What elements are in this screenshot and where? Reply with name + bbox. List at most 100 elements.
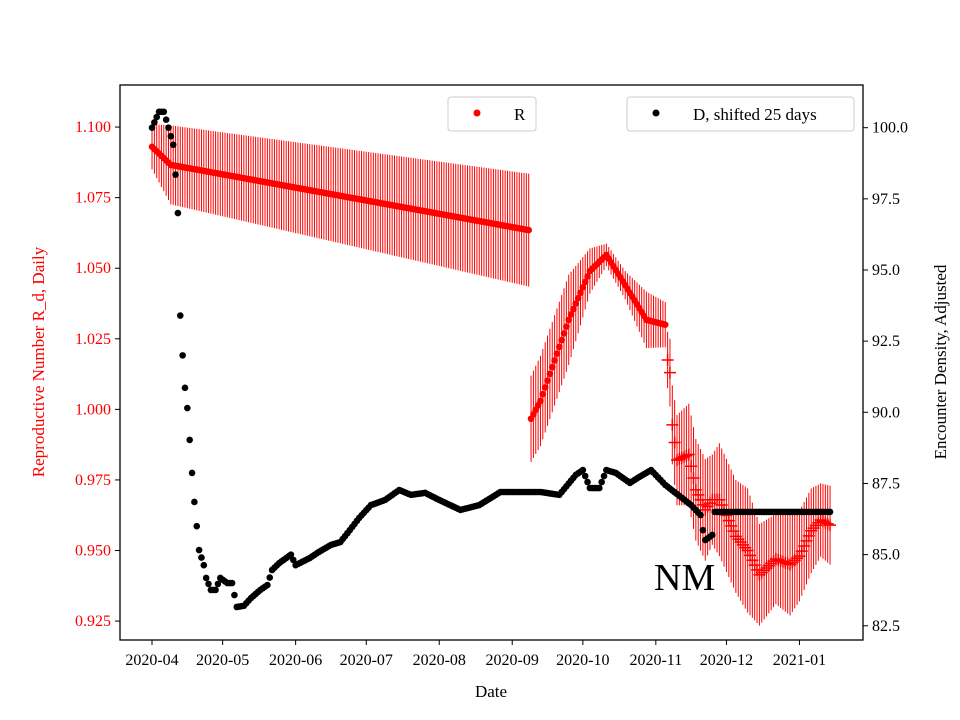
r-point-plus bbox=[713, 493, 726, 506]
d-point bbox=[264, 581, 271, 589]
x-tick-label: 2021-01 bbox=[773, 652, 826, 669]
r-series bbox=[148, 143, 837, 581]
d-point bbox=[596, 484, 603, 492]
x-tick-label: 2020-09 bbox=[486, 652, 539, 669]
r-point bbox=[560, 330, 568, 337]
r-point-plus bbox=[802, 529, 815, 542]
d-point bbox=[162, 116, 170, 124]
r-point bbox=[574, 294, 582, 302]
d-point bbox=[228, 579, 236, 587]
x-axis-label: Date bbox=[475, 682, 507, 701]
legend-d-label: D, shifted 25 days bbox=[693, 105, 817, 124]
r-point-plus bbox=[680, 449, 693, 462]
r-point-plus bbox=[692, 488, 705, 501]
r-error-bars bbox=[151, 124, 831, 626]
d-point bbox=[266, 574, 274, 581]
left-tick-label: 1.025 bbox=[75, 331, 111, 348]
left-axis-label: Reproductive Number R_d, Daily bbox=[29, 246, 48, 477]
r-point-plus bbox=[727, 525, 740, 538]
right-tick-label: 97.5 bbox=[872, 191, 900, 208]
d-point bbox=[709, 531, 716, 539]
d-point bbox=[697, 511, 704, 519]
d-series bbox=[148, 108, 834, 611]
r-point bbox=[548, 363, 556, 371]
r-point-plus bbox=[682, 448, 695, 461]
r-point-plus bbox=[748, 559, 761, 572]
r-point-plus bbox=[668, 436, 681, 449]
d-point bbox=[195, 546, 203, 554]
r-point-plus bbox=[661, 353, 674, 366]
r-point-plus bbox=[791, 552, 804, 565]
d-point bbox=[699, 526, 707, 534]
r-point bbox=[570, 305, 577, 313]
d-point bbox=[581, 472, 589, 480]
r-point bbox=[553, 350, 561, 357]
r-point-plus bbox=[746, 554, 759, 567]
r-point bbox=[541, 384, 549, 391]
d-point bbox=[167, 132, 175, 140]
r-point-plus bbox=[795, 545, 808, 558]
r-point bbox=[537, 397, 544, 405]
d-point bbox=[826, 508, 834, 516]
d-point bbox=[188, 469, 196, 477]
right-tick-label: 87.5 bbox=[872, 475, 900, 492]
r-point-plus bbox=[685, 460, 698, 473]
d-point bbox=[169, 141, 177, 149]
d-point bbox=[151, 119, 158, 126]
left-axis-ticks: 0.925 0.950 0.975 1.000 1.025 1.050 1.075 1.100 bbox=[75, 119, 120, 630]
d-point bbox=[202, 574, 210, 582]
d-point bbox=[172, 171, 179, 178]
left-tick-label: 0.975 bbox=[75, 472, 111, 489]
d-point bbox=[584, 478, 591, 486]
r-point-plus bbox=[800, 534, 813, 547]
right-tick-label: 100.0 bbox=[872, 120, 908, 137]
r-point bbox=[563, 323, 570, 330]
legend-d-box bbox=[626, 96, 855, 132]
x-tick-label: 2020-10 bbox=[556, 652, 609, 669]
d-point bbox=[153, 113, 161, 121]
x-axis-ticks: 2020-04 2020-05 2020-06 2020-07 2020-08 2020-… bbox=[125, 640, 826, 669]
r-point-plus bbox=[689, 483, 702, 496]
d-point bbox=[176, 312, 184, 319]
x-tick-label: 2020-08 bbox=[413, 652, 466, 669]
x-tick-label: 2020-04 bbox=[125, 652, 178, 669]
d-point bbox=[289, 556, 297, 564]
x-tick-label: 2020-07 bbox=[340, 652, 393, 669]
left-tick-label: 1.100 bbox=[75, 119, 111, 136]
d-point bbox=[287, 551, 295, 558]
left-tick-label: 1.075 bbox=[75, 190, 111, 207]
r-point bbox=[556, 343, 563, 351]
right-tick-label: 82.5 bbox=[872, 618, 900, 635]
r-point-plus bbox=[741, 544, 754, 557]
r-point bbox=[572, 300, 580, 307]
r-point-plus bbox=[722, 514, 735, 527]
legend-d: D, shifted 25 days bbox=[626, 96, 855, 132]
legend-r-box bbox=[447, 96, 537, 132]
r-point bbox=[661, 321, 669, 328]
d-point bbox=[579, 466, 587, 474]
r-point-plus bbox=[663, 366, 676, 379]
x-tick-label: 2020-05 bbox=[196, 652, 249, 669]
right-tick-label: 85.0 bbox=[872, 547, 900, 564]
d-point bbox=[198, 554, 205, 561]
d-point bbox=[181, 384, 189, 392]
d-point bbox=[193, 522, 201, 530]
r-point bbox=[567, 311, 575, 318]
r-point bbox=[579, 284, 587, 291]
d-point bbox=[212, 586, 219, 594]
r-point-plus bbox=[687, 472, 700, 485]
r-point bbox=[584, 273, 591, 280]
r-point-plus bbox=[743, 549, 756, 562]
r-point bbox=[544, 377, 551, 384]
x-tick-label: 2020-12 bbox=[700, 652, 753, 669]
x-tick-label: 2020-06 bbox=[269, 652, 322, 669]
r-point-plus bbox=[739, 541, 752, 554]
d-point bbox=[214, 580, 222, 588]
x-tick-label: 2020-11 bbox=[629, 652, 682, 669]
d-point bbox=[231, 591, 238, 599]
nm-annotation: NM bbox=[654, 557, 715, 599]
d-point bbox=[205, 580, 212, 588]
left-tick-label: 1.050 bbox=[75, 260, 111, 277]
r-point-plus bbox=[694, 493, 707, 506]
right-tick-label: 92.5 bbox=[872, 333, 900, 350]
